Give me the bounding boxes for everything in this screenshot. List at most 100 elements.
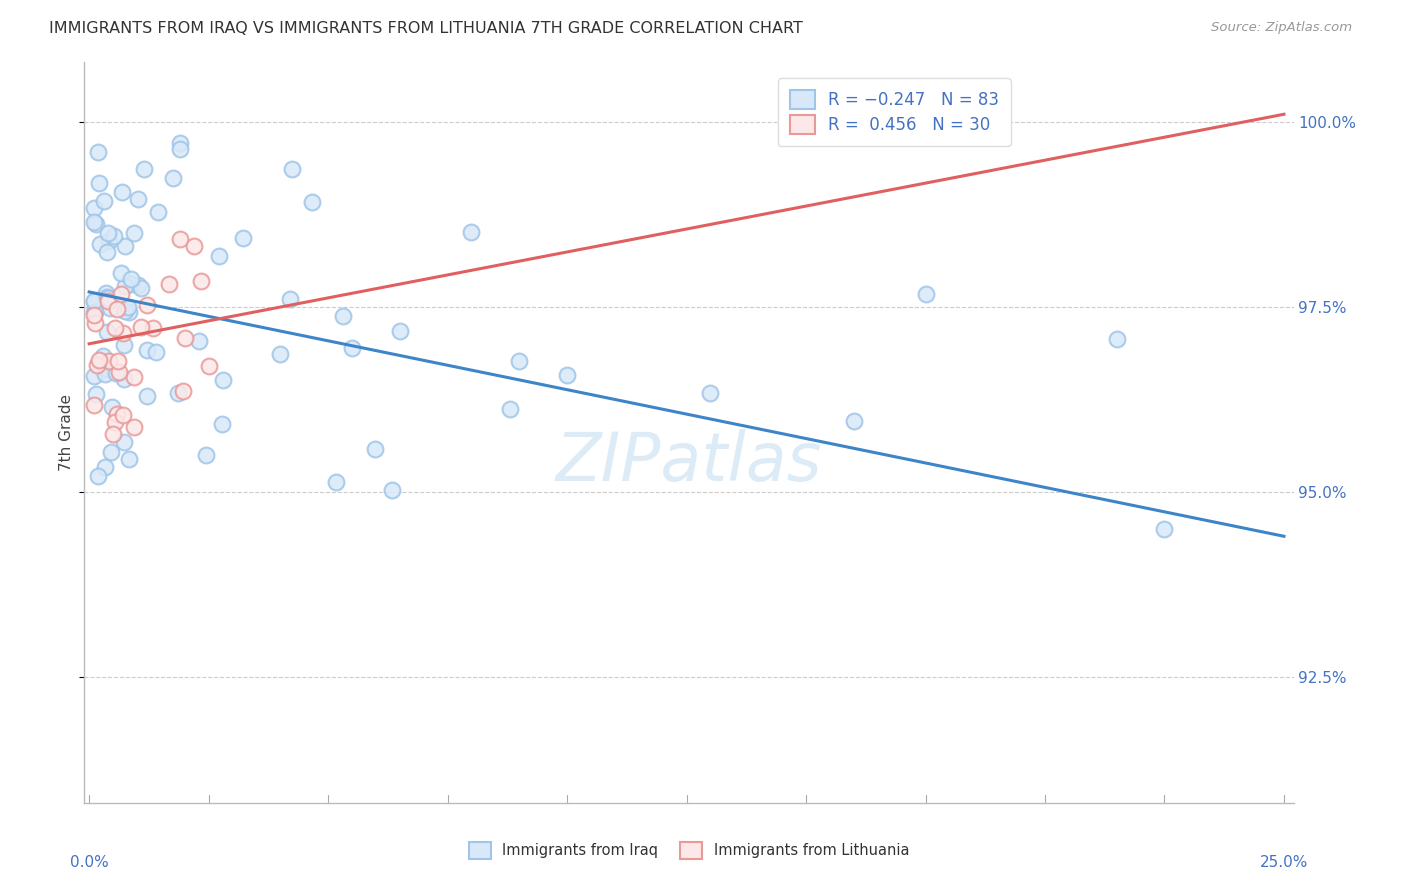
Point: [499, 402, 522, 417]
Point: [101, 427, 124, 442]
Point: [84, 217, 107, 231]
Point: [914, 287, 936, 301]
Point: [132, 162, 155, 177]
Point: [96, 326, 118, 340]
Point: [93, 194, 115, 208]
Point: [332, 310, 354, 324]
Text: 0.0%: 0.0%: [70, 855, 108, 870]
Point: [84, 387, 107, 401]
Text: ZIPatlas: ZIPatlas: [555, 429, 823, 495]
Point: [120, 277, 142, 292]
Point: [96, 245, 118, 260]
Point: [96, 362, 118, 376]
Point: [97, 234, 120, 248]
Point: [94, 353, 117, 368]
Point: [94, 285, 117, 300]
Point: [340, 341, 363, 355]
Point: [127, 192, 149, 206]
Point: [107, 353, 129, 368]
Point: [278, 293, 301, 307]
Point: [96, 290, 118, 304]
Point: [211, 417, 233, 431]
Point: [381, 483, 404, 497]
Point: [91, 349, 114, 363]
Point: [173, 331, 195, 345]
Point: [84, 316, 107, 330]
Point: [169, 232, 191, 246]
Point: [129, 320, 152, 334]
Point: [83, 215, 105, 229]
Point: [110, 266, 132, 280]
Point: [145, 345, 167, 359]
Point: [112, 338, 135, 352]
Text: 25.0%: 25.0%: [1260, 855, 1308, 870]
Point: [83, 369, 105, 384]
Point: [986, 122, 1008, 136]
Point: [167, 385, 190, 400]
Point: [301, 195, 323, 210]
Point: [112, 371, 135, 385]
Point: [142, 321, 165, 335]
Text: Source: ZipAtlas.com: Source: ZipAtlas.com: [1212, 21, 1353, 34]
Point: [129, 281, 152, 295]
Point: [280, 162, 302, 177]
Point: [555, 368, 578, 383]
Point: [87, 469, 110, 483]
Point: [1153, 522, 1175, 536]
Point: [83, 305, 105, 319]
Point: [114, 238, 136, 252]
Point: [169, 136, 191, 150]
Point: [118, 452, 141, 467]
Point: [842, 414, 865, 428]
Point: [127, 278, 149, 293]
Point: [89, 237, 111, 252]
Point: [508, 353, 530, 368]
Point: [107, 407, 129, 421]
Point: [98, 354, 121, 368]
Point: [117, 301, 139, 315]
Point: [169, 142, 191, 156]
Point: [100, 444, 122, 458]
Point: [136, 343, 159, 357]
Point: [87, 176, 110, 190]
Point: [146, 204, 169, 219]
Point: [104, 321, 127, 335]
Point: [190, 274, 212, 288]
Point: [162, 171, 184, 186]
Point: [188, 334, 211, 348]
Point: [93, 460, 115, 475]
Point: [208, 249, 231, 263]
Point: [83, 308, 105, 322]
Point: [111, 326, 134, 340]
Point: [83, 201, 105, 215]
Point: [325, 475, 347, 490]
Point: [232, 231, 254, 245]
Point: [98, 301, 121, 316]
Point: [197, 359, 219, 373]
Point: [104, 366, 127, 380]
Point: [460, 225, 482, 239]
Point: [110, 287, 132, 301]
Point: [112, 435, 135, 450]
Y-axis label: 7th Grade: 7th Grade: [59, 394, 73, 471]
Point: [269, 347, 291, 361]
Point: [117, 305, 139, 319]
Point: [112, 408, 135, 422]
Point: [114, 304, 136, 318]
Point: [110, 186, 132, 200]
Point: [157, 277, 180, 292]
Point: [83, 294, 105, 309]
Point: [136, 389, 159, 403]
Point: [103, 229, 125, 244]
Point: [1105, 332, 1128, 346]
Point: [108, 365, 131, 379]
Point: [89, 353, 111, 368]
Point: [104, 415, 127, 429]
Text: IMMIGRANTS FROM IRAQ VS IMMIGRANTS FROM LITHUANIA 7TH GRADE CORRELATION CHART: IMMIGRANTS FROM IRAQ VS IMMIGRANTS FROM …: [49, 21, 803, 36]
Point: [388, 324, 411, 338]
Point: [94, 367, 117, 381]
Point: [86, 358, 108, 372]
Point: [101, 400, 124, 414]
Point: [83, 398, 105, 412]
Point: [212, 373, 235, 387]
